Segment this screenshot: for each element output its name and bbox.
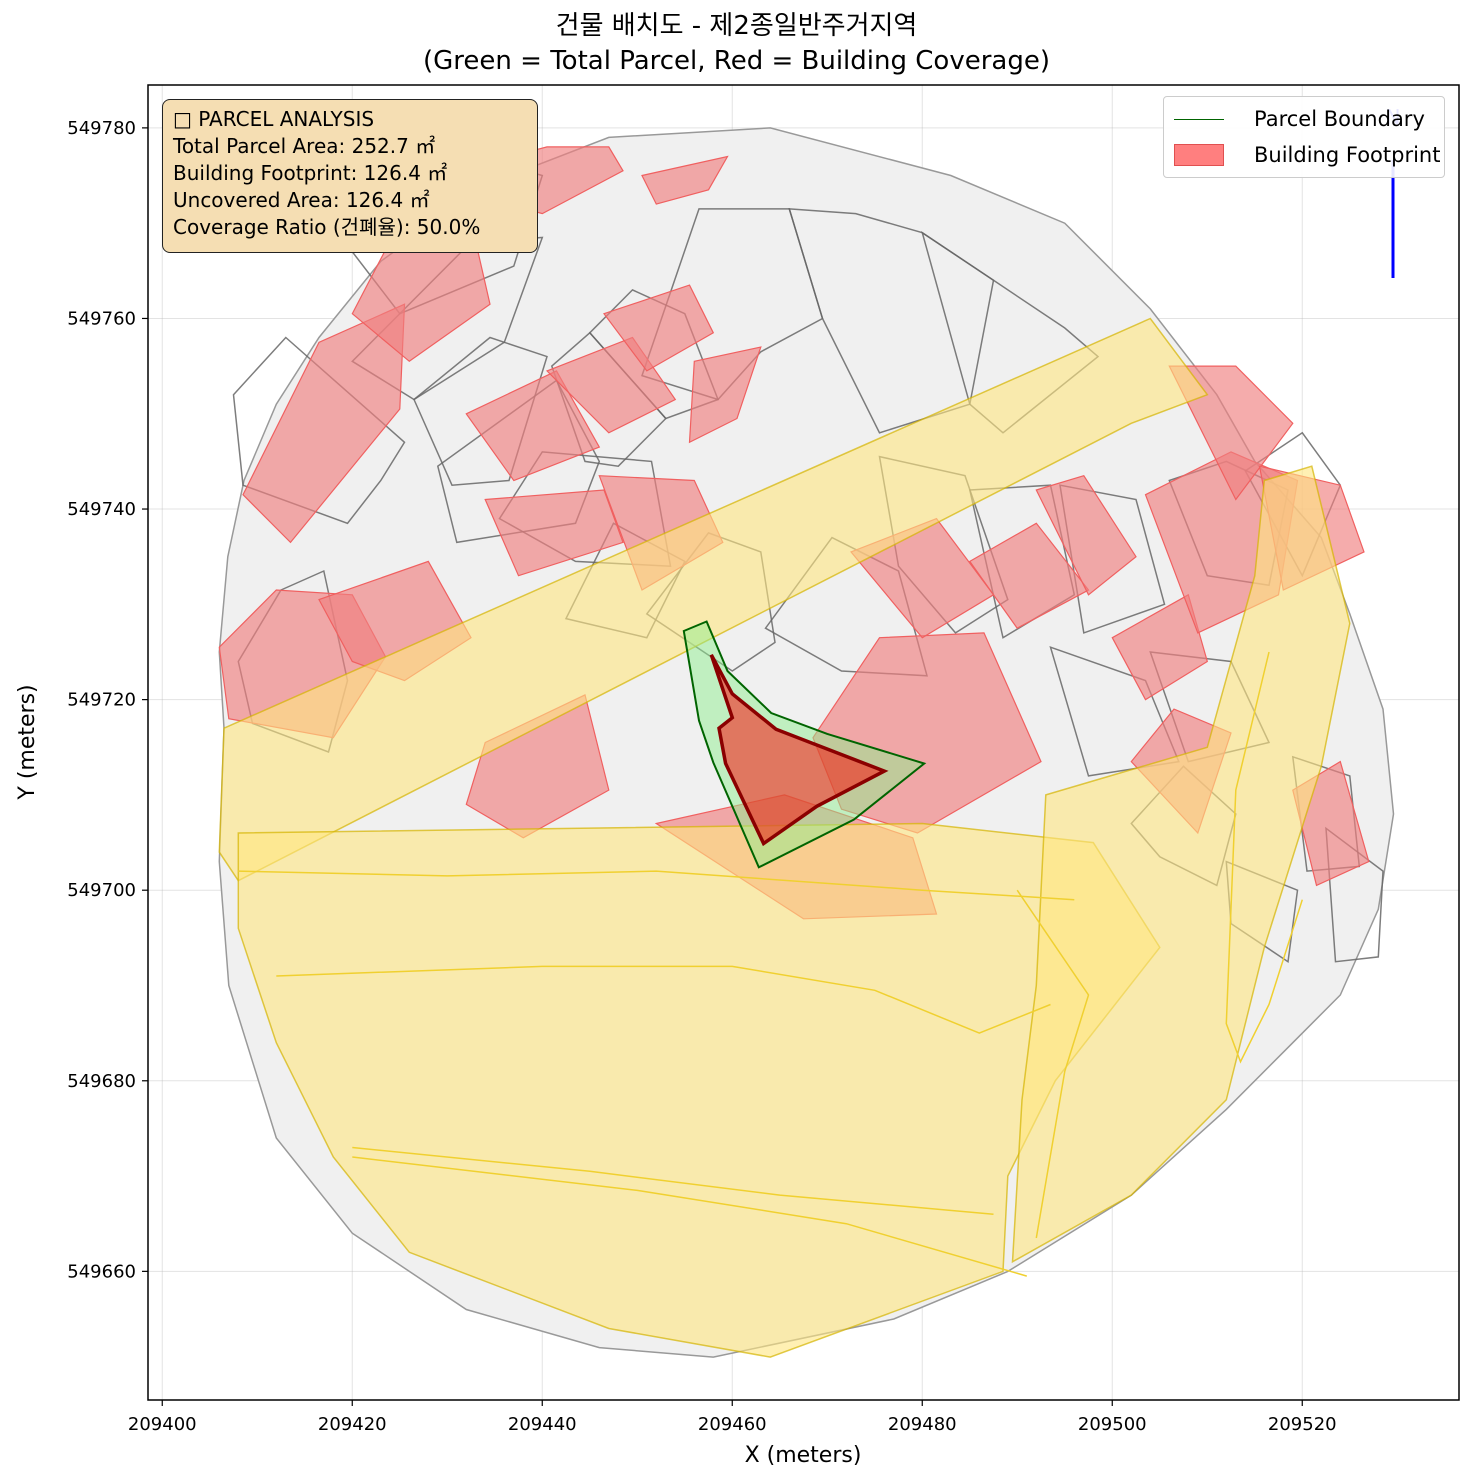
coverage-ratio: Coverage Ratio (건폐율): 50.0%: [173, 215, 481, 239]
axis-ticks: 209400 209420 209440 209460 209480 209500 2095…: [67, 118, 1336, 1435]
legend-label-building-footprint: Building Footprint: [1254, 143, 1441, 167]
neighbor-building: [688, 346, 762, 444]
legend: Parcel Boundary Building Footprint: [1163, 96, 1445, 178]
plot-frame: [147, 84, 1460, 1401]
legend-item-building-footprint: Building Footprint: [1164, 140, 1440, 170]
road-line: [352, 1146, 994, 1215]
road-line: [1016, 889, 1090, 1239]
parcel-analysis-heading: □ PARCEL ANALYSIS: [173, 107, 375, 131]
neighbor-building: [484, 489, 624, 577]
uncovered-area: Uncovered Area: 126.4 ㎡: [173, 188, 430, 212]
context-lot: [232, 336, 406, 525]
x-axis-label: X (meters): [745, 1443, 862, 1468]
neighbor-building: [1111, 593, 1209, 701]
neighbor-building: [242, 303, 406, 544]
neighbor-building: [603, 284, 715, 372]
context-map-layer: [218, 127, 1395, 1358]
road-line: [238, 870, 1075, 901]
road-line: [1225, 651, 1304, 1064]
y-tick-label: 549680: [67, 1071, 136, 1092]
subject-building-footprint: [709, 653, 889, 847]
y-axis-label: Y (meters): [15, 684, 40, 800]
chart-title-line-1: 건물 배치도 - 제2종일반주거지역: [555, 11, 918, 41]
y-tick-label: 549760: [67, 308, 136, 329]
parcel-boundary-swatch: [1174, 118, 1224, 120]
x-tick-label: 209520: [1268, 1414, 1337, 1435]
context-lot: [788, 208, 995, 434]
neighbor-building: [641, 155, 729, 205]
x-tick-label: 209480: [888, 1414, 957, 1435]
building-footprint-area: Building Footprint: 126.4 ㎡: [173, 161, 448, 185]
y-tick-label: 549700: [67, 880, 136, 901]
x-tick-label: 209500: [1078, 1414, 1147, 1435]
neighbor-building: [465, 370, 601, 482]
road-line: [276, 965, 1051, 1034]
y-tick-label: 549720: [67, 690, 136, 711]
road-line: [352, 1156, 1028, 1277]
building-footprint-swatch: [1174, 144, 1224, 166]
y-tick-label: 549660: [67, 1261, 136, 1282]
parcel-analysis-box: □ PARCEL ANALYSIS Total Parcel Area: 252…: [162, 99, 538, 253]
x-tick-label: 209460: [698, 1414, 767, 1435]
legend-item-parcel-boundary: Parcel Boundary: [1164, 104, 1425, 134]
total-parcel-area: Total Parcel Area: 252.7 ㎡: [173, 134, 436, 158]
legend-label-parcel-boundary: Parcel Boundary: [1254, 107, 1425, 131]
y-tick-label: 549740: [67, 499, 136, 520]
x-tick-label: 209420: [318, 1414, 387, 1435]
x-tick-label: 209400: [128, 1414, 197, 1435]
neighbor-building: [1168, 365, 1294, 501]
chart-title-line-2: (Green = Total Parcel, Red = Building Co…: [423, 46, 1050, 76]
y-tick-label: 549780: [67, 118, 136, 139]
x-tick-label: 209440: [508, 1414, 577, 1435]
neighbor-building: [1035, 474, 1137, 596]
road-area: [218, 317, 1209, 882]
